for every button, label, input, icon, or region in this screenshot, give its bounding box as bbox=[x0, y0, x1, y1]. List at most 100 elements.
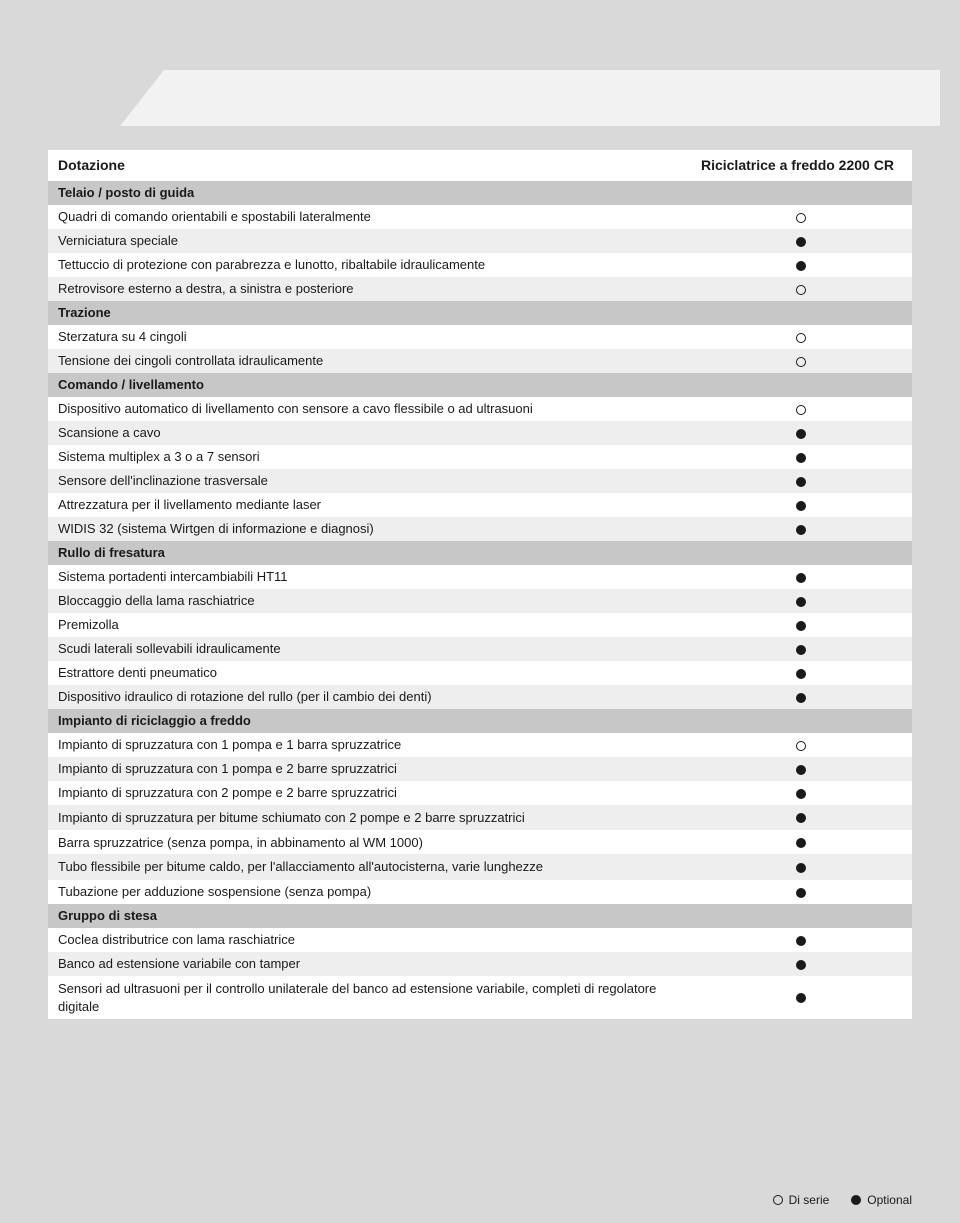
section-spacer bbox=[691, 373, 912, 397]
table-row: Scudi laterali sollevabili idraulicament… bbox=[48, 637, 912, 661]
section-title: Gruppo di stesa bbox=[48, 904, 691, 928]
table-row: Verniciatura speciale bbox=[48, 229, 912, 253]
table-row: Impianto di spruzzatura per bitume schiu… bbox=[48, 805, 912, 831]
row-label: Dispositivo idraulico di rotazione del r… bbox=[48, 685, 691, 709]
row-marker-cell bbox=[691, 325, 912, 349]
table-row: Barra spruzzatrice (senza pompa, in abbi… bbox=[48, 830, 912, 854]
solid-circle-icon bbox=[796, 765, 806, 775]
open-circle-icon bbox=[796, 333, 806, 343]
row-label: Sterzatura su 4 cingoli bbox=[48, 325, 691, 349]
solid-circle-icon bbox=[796, 813, 806, 823]
section-title: Trazione bbox=[48, 301, 691, 325]
row-label: Barra spruzzatrice (senza pompa, in abbi… bbox=[48, 830, 691, 854]
row-label: WIDIS 32 (sistema Wirtgen di informazion… bbox=[48, 517, 691, 541]
row-marker-cell bbox=[691, 661, 912, 685]
solid-circle-icon bbox=[796, 863, 806, 873]
solid-circle-icon bbox=[796, 573, 806, 583]
table-row: Tettuccio di protezione con parabrezza e… bbox=[48, 253, 912, 277]
solid-circle-icon bbox=[851, 1195, 861, 1205]
table-row: Sterzatura su 4 cingoli bbox=[48, 325, 912, 349]
solid-circle-icon bbox=[796, 888, 806, 898]
row-label: Sistema portadenti intercambiabili HT11 bbox=[48, 565, 691, 589]
row-label: Tubazione per adduzione sospensione (sen… bbox=[48, 880, 691, 904]
section-header: Comando / livellamento bbox=[48, 373, 912, 397]
row-label: Verniciatura speciale bbox=[48, 229, 691, 253]
row-marker-cell bbox=[691, 733, 912, 757]
row-label: Quadri di comando orientabili e spostabi… bbox=[48, 205, 691, 229]
table-row: Dispositivo idraulico di rotazione del r… bbox=[48, 685, 912, 709]
solid-circle-icon bbox=[796, 993, 806, 1003]
table-row: Attrezzatura per il livellamento mediant… bbox=[48, 493, 912, 517]
section-header: Gruppo di stesa bbox=[48, 904, 912, 928]
row-marker-cell bbox=[691, 397, 912, 421]
row-label: Sensore dell'inclinazione trasversale bbox=[48, 469, 691, 493]
row-label: Estrattore denti pneumatico bbox=[48, 661, 691, 685]
solid-circle-icon bbox=[796, 525, 806, 535]
row-label: Impianto di spruzzatura per bitume schiu… bbox=[48, 805, 691, 831]
table-row: Estrattore denti pneumatico bbox=[48, 661, 912, 685]
solid-circle-icon bbox=[796, 453, 806, 463]
row-marker-cell bbox=[691, 805, 912, 831]
table-row: Retrovisore esterno a destra, a sinistra… bbox=[48, 277, 912, 301]
solid-circle-icon bbox=[796, 693, 806, 703]
open-circle-icon bbox=[796, 741, 806, 751]
row-marker-cell bbox=[691, 613, 912, 637]
section-header: Trazione bbox=[48, 301, 912, 325]
section-header: Rullo di fresatura bbox=[48, 541, 912, 565]
table-row: Premizolla bbox=[48, 613, 912, 637]
spec-table: DotazioneRiciclatrice a freddo 2200 CRTe… bbox=[48, 150, 912, 1019]
row-label: Tettuccio di protezione con parabrezza e… bbox=[48, 253, 691, 277]
section-title: Impianto di riciclaggio a freddo bbox=[48, 709, 691, 733]
section-spacer bbox=[691, 904, 912, 928]
row-marker-cell bbox=[691, 637, 912, 661]
section-title: Rullo di fresatura bbox=[48, 541, 691, 565]
solid-circle-icon bbox=[796, 645, 806, 655]
row-label: Attrezzatura per il livellamento mediant… bbox=[48, 493, 691, 517]
solid-circle-icon bbox=[796, 501, 806, 511]
row-marker-cell bbox=[691, 253, 912, 277]
section-header: Impianto di riciclaggio a freddo bbox=[48, 709, 912, 733]
row-marker-cell bbox=[691, 565, 912, 589]
section-spacer bbox=[691, 709, 912, 733]
legend: Di serie Optional bbox=[773, 1193, 912, 1207]
solid-circle-icon bbox=[796, 477, 806, 487]
section-title: Comando / livellamento bbox=[48, 373, 691, 397]
row-label: Banco ad estensione variabile con tamper bbox=[48, 952, 691, 976]
table-row: Coclea distributrice con lama raschiatri… bbox=[48, 928, 912, 952]
table-row: Bloccaggio della lama raschiatrice bbox=[48, 589, 912, 613]
row-label: Scansione a cavo bbox=[48, 421, 691, 445]
table-row: Banco ad estensione variabile con tamper bbox=[48, 952, 912, 976]
row-label: Impianto di spruzzatura con 2 pompe e 2 … bbox=[48, 781, 691, 805]
header-col2: Riciclatrice a freddo 2200 CR bbox=[691, 150, 912, 181]
row-marker-cell bbox=[691, 205, 912, 229]
table-row: Impianto di spruzzatura con 1 pompa e 2 … bbox=[48, 757, 912, 781]
table-row: WIDIS 32 (sistema Wirtgen di informazion… bbox=[48, 517, 912, 541]
solid-circle-icon bbox=[796, 789, 806, 799]
table-row: Dispositivo automatico di livellamento c… bbox=[48, 397, 912, 421]
row-marker-cell bbox=[691, 952, 912, 976]
section-spacer bbox=[691, 181, 912, 205]
table-row: Scansione a cavo bbox=[48, 421, 912, 445]
row-label: Tubo flessibile per bitume caldo, per l'… bbox=[48, 854, 691, 880]
row-marker-cell bbox=[691, 469, 912, 493]
row-label: Retrovisore esterno a destra, a sinistra… bbox=[48, 277, 691, 301]
row-label: Premizolla bbox=[48, 613, 691, 637]
row-marker-cell bbox=[691, 976, 912, 1019]
solid-circle-icon bbox=[796, 621, 806, 631]
row-marker-cell bbox=[691, 928, 912, 952]
row-marker-cell bbox=[691, 421, 912, 445]
row-marker-cell bbox=[691, 880, 912, 904]
row-label: Impianto di spruzzatura con 1 pompa e 1 … bbox=[48, 733, 691, 757]
solid-circle-icon bbox=[796, 838, 806, 848]
row-label: Scudi laterali sollevabili idraulicament… bbox=[48, 637, 691, 661]
legend-solid: Optional bbox=[851, 1193, 912, 1207]
solid-circle-icon bbox=[796, 237, 806, 247]
table-row: Tensione dei cingoli controllata idrauli… bbox=[48, 349, 912, 373]
section-spacer bbox=[691, 301, 912, 325]
row-label: Impianto di spruzzatura con 1 pompa e 2 … bbox=[48, 757, 691, 781]
table-row: Quadri di comando orientabili e spostabi… bbox=[48, 205, 912, 229]
open-circle-icon bbox=[796, 213, 806, 223]
open-circle-icon bbox=[773, 1195, 783, 1205]
solid-circle-icon bbox=[796, 261, 806, 271]
row-marker-cell bbox=[691, 685, 912, 709]
